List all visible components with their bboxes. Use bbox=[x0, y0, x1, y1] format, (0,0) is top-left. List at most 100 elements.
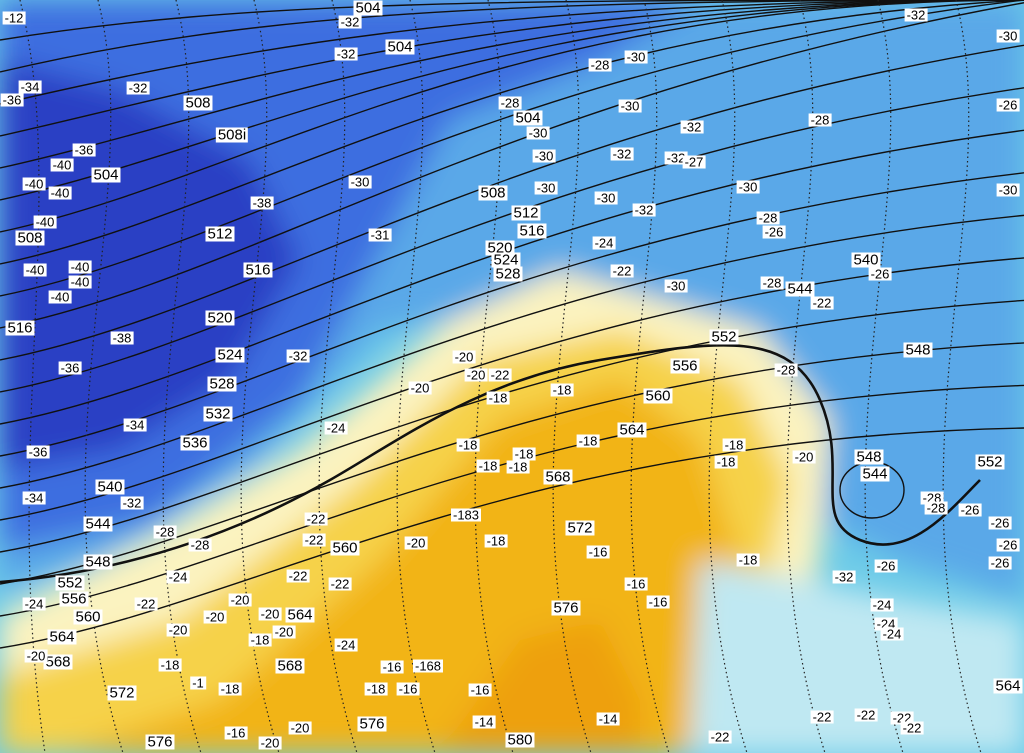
temperature-label: -16 bbox=[380, 659, 404, 675]
temperature-label: -16 bbox=[224, 725, 248, 741]
temperature-isotherm bbox=[84, 0, 124, 753]
height-label: 524 bbox=[491, 251, 521, 269]
temperature-label: -34 bbox=[123, 417, 147, 433]
height-label: 512 bbox=[205, 225, 235, 243]
temperature-label: -40 bbox=[23, 262, 47, 278]
height-label: 576 bbox=[357, 715, 387, 733]
height-label: 556 bbox=[670, 357, 700, 375]
height-contour bbox=[0, 2, 1024, 329]
height-label: 572 bbox=[565, 519, 595, 537]
temperature-label: -18 bbox=[158, 657, 182, 673]
temperature-label: -16 bbox=[624, 576, 648, 592]
temperature-label: -20 bbox=[404, 535, 428, 551]
temperature-isotherm bbox=[396, 0, 436, 753]
temperature-label: -1 bbox=[190, 675, 206, 691]
temperature-label: -38 bbox=[250, 195, 274, 211]
temperature-label: -32 bbox=[338, 14, 362, 30]
height-contour bbox=[0, 0, 1024, 169]
temperature-label: -18 bbox=[248, 632, 272, 648]
temperature-label: -32 bbox=[126, 80, 150, 96]
height-label: 532 bbox=[203, 405, 233, 423]
height-contour bbox=[0, 0, 1024, 233]
temperature-isotherm bbox=[474, 0, 514, 753]
temperature-label: -30 bbox=[534, 180, 558, 196]
temperature-label: -30 bbox=[526, 125, 550, 141]
height-label: 508 bbox=[478, 184, 508, 202]
temperature-label: -14 bbox=[596, 711, 620, 727]
temperature-label: -20 bbox=[272, 624, 296, 640]
temperature-label: -22 bbox=[810, 709, 834, 725]
temperature-label: -14 bbox=[472, 714, 496, 730]
temperature-label: -18 bbox=[476, 458, 500, 474]
height-contour bbox=[0, 44, 1024, 361]
temperature-label: -16 bbox=[396, 681, 420, 697]
height-label: 560 bbox=[330, 539, 360, 557]
temperature-label: -20 bbox=[452, 349, 476, 365]
temperature-label: -16 bbox=[468, 682, 492, 698]
temperature-label: -24 bbox=[880, 626, 904, 642]
temperature-label: -22 bbox=[890, 710, 914, 726]
temperature-label: -36 bbox=[26, 444, 50, 460]
height-label: 568 bbox=[543, 468, 573, 486]
temperature-label: -40 bbox=[22, 176, 46, 192]
height-label: 568 bbox=[43, 653, 73, 671]
temperature-label: -18 bbox=[576, 433, 600, 449]
temperature-label: -30 bbox=[594, 190, 618, 206]
height-label: 548 bbox=[903, 341, 933, 359]
temperature-label: -18 bbox=[456, 437, 480, 453]
temperature-label: -28 bbox=[760, 275, 784, 291]
height-contour bbox=[0, 0, 1024, 265]
height-label: 560 bbox=[73, 608, 103, 626]
height-label: 556 bbox=[59, 590, 89, 608]
temperature-label: -24 bbox=[592, 235, 616, 251]
temperature-isotherm bbox=[318, 0, 358, 753]
height-label: 564 bbox=[993, 677, 1023, 695]
temperature-label: -20 bbox=[792, 449, 816, 465]
height-label: 520 bbox=[485, 239, 515, 257]
height-label: 552 bbox=[975, 453, 1005, 471]
temperature-label: -32 bbox=[680, 119, 704, 135]
height-label: 576 bbox=[551, 599, 581, 617]
temperature-label: -32 bbox=[610, 146, 634, 162]
temperature-label: -28 bbox=[774, 362, 798, 378]
temperature-label: -18 bbox=[364, 681, 388, 697]
temperature-label: -34 bbox=[22, 490, 46, 506]
height-label: 544 bbox=[860, 465, 890, 483]
height-contour bbox=[0, 384, 1024, 617]
temperature-label: -20 bbox=[288, 720, 312, 736]
height-label: 528 bbox=[207, 375, 237, 393]
temperature-label: -20 bbox=[228, 592, 252, 608]
temperature-label: -28 bbox=[188, 537, 212, 553]
height-label: 576 bbox=[145, 733, 175, 751]
temperature-isotherm bbox=[630, 0, 670, 753]
temperature-label: -18 bbox=[714, 454, 738, 470]
temperature-label: -30 bbox=[996, 182, 1020, 198]
height-label: 580 bbox=[505, 731, 535, 749]
height-label: 504 bbox=[353, 0, 383, 17]
height-label: 552 bbox=[709, 328, 739, 346]
height-contour bbox=[0, 129, 1024, 425]
temperature-isotherm bbox=[786, 0, 826, 753]
temperature-label: -26 bbox=[988, 515, 1012, 531]
temperature-label: -40 bbox=[33, 214, 57, 230]
temperature-label: -28 bbox=[756, 210, 780, 226]
height-contour bbox=[0, 214, 1024, 489]
temperature-label: -22 bbox=[286, 568, 310, 584]
height-label: 520 bbox=[205, 309, 235, 327]
height-contour bbox=[0, 172, 1024, 457]
temperature-label: -26 bbox=[868, 266, 892, 282]
height-contour bbox=[0, 427, 1024, 649]
temperature-label: -22 bbox=[134, 596, 158, 612]
temperature-label: -28 bbox=[498, 95, 522, 111]
height-label: 512 bbox=[511, 204, 541, 222]
temperature-label: -18 bbox=[506, 459, 530, 475]
temperature-label: -36 bbox=[0, 92, 24, 108]
temperature-label: -24 bbox=[166, 569, 190, 585]
temperature-label: -38 bbox=[110, 330, 134, 346]
height-label: 564 bbox=[47, 628, 77, 646]
height-label: 516 bbox=[517, 222, 547, 240]
height-label: 568 bbox=[275, 657, 305, 675]
height-label: 504 bbox=[91, 166, 121, 184]
temperature-label: -30 bbox=[664, 278, 688, 294]
